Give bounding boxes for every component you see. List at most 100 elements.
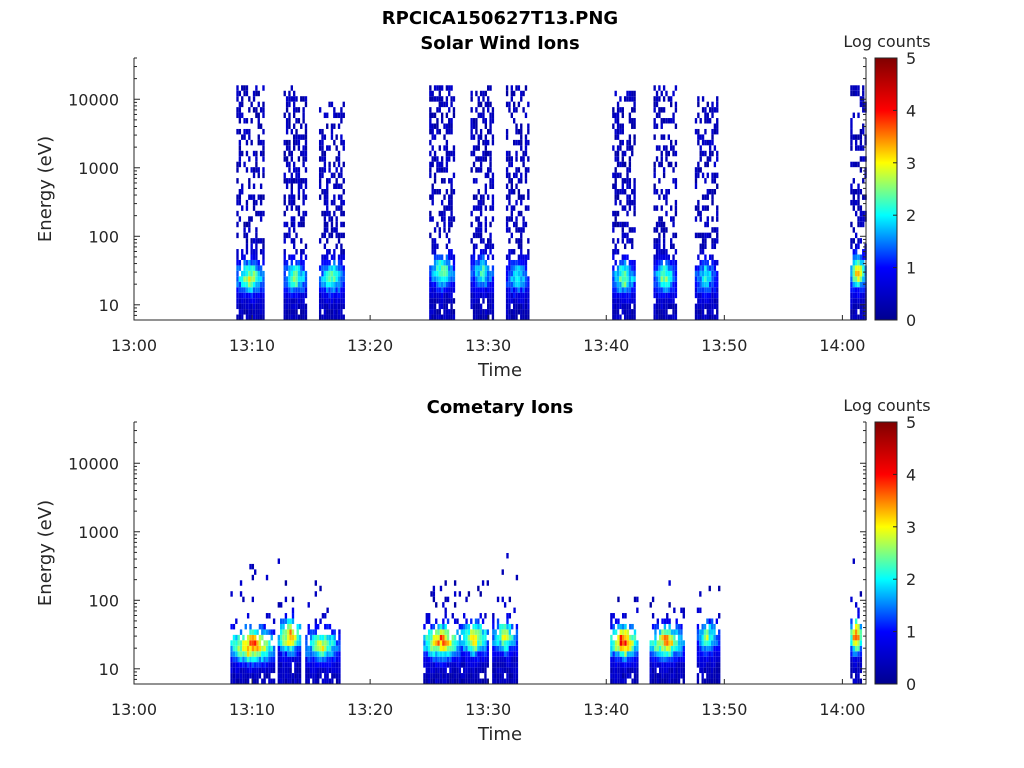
heatmap-cell xyxy=(318,265,322,271)
heatmap-cell xyxy=(431,265,434,271)
heatmap-cell xyxy=(857,607,860,614)
heatmap-cell xyxy=(280,656,283,663)
heatmap-cell xyxy=(667,189,671,195)
heatmap-cell xyxy=(626,139,629,146)
heatmap-cell xyxy=(665,189,668,195)
heatmap-cell xyxy=(710,678,714,684)
heatmap-cell xyxy=(443,292,446,299)
heatmap-cell xyxy=(259,292,263,299)
heatmap-cell xyxy=(487,194,490,200)
heatmap-cell xyxy=(708,651,711,657)
heatmap-cell xyxy=(296,656,299,663)
heatmap-cell xyxy=(250,276,253,282)
heatmap-cell xyxy=(517,101,521,108)
heatmap-cell xyxy=(435,645,438,652)
heatmap-cell xyxy=(436,161,439,168)
heatmap-cell xyxy=(662,194,666,200)
heatmap-cell xyxy=(619,667,622,674)
heatmap-cell xyxy=(284,678,288,684)
heatmap-cell xyxy=(340,265,343,271)
heatmap-cell xyxy=(433,172,437,179)
heatmap-cell xyxy=(259,238,263,244)
heatmap-cell xyxy=(451,662,454,668)
heatmap-cell xyxy=(489,221,492,228)
heatmap-cell xyxy=(626,662,630,668)
heatmap-cell xyxy=(450,183,453,189)
heatmap-cell xyxy=(331,662,334,668)
heatmap-cell xyxy=(297,221,301,228)
heatmap-cell xyxy=(612,623,615,630)
heatmap-cell xyxy=(515,167,518,173)
heatmap-cell xyxy=(699,634,702,641)
heatmap-cell xyxy=(245,205,249,211)
heatmap-cell xyxy=(479,134,483,140)
heatmap-cell xyxy=(470,238,473,244)
heatmap-cell xyxy=(621,309,624,315)
heatmap-cell xyxy=(342,249,345,255)
heatmap-cell xyxy=(262,292,265,299)
heatmap-cell xyxy=(333,254,336,260)
heatmap-cell xyxy=(425,667,428,674)
heatmap-cell xyxy=(467,678,471,684)
heatmap-cell xyxy=(852,309,855,315)
heatmap-cell xyxy=(484,189,488,195)
heatmap-cell xyxy=(431,287,434,293)
heatmap-cell xyxy=(431,309,434,315)
heatmap-cell xyxy=(626,629,630,635)
heatmap-cell xyxy=(510,216,513,222)
heatmap-cell xyxy=(333,303,336,310)
heatmap-cell xyxy=(472,287,476,293)
heatmap-cell xyxy=(489,303,492,310)
heatmap-cell xyxy=(290,199,293,206)
heatmap-cell xyxy=(711,259,714,266)
heatmap-cell xyxy=(444,645,447,652)
heatmap-cell xyxy=(505,172,509,179)
heatmap-cell xyxy=(429,281,432,288)
heatmap-cell xyxy=(862,210,865,217)
heatmap-cell xyxy=(436,128,439,135)
heatmap-cell xyxy=(236,221,239,228)
heatmap-cell xyxy=(708,292,712,299)
heatmap-cell xyxy=(614,221,617,228)
heatmap-cell xyxy=(614,276,617,282)
heatmap-cell xyxy=(472,634,475,641)
heatmap-cell xyxy=(333,662,336,668)
heatmap-cell xyxy=(323,189,327,195)
colorbar-tick-label: 5 xyxy=(906,413,916,432)
heatmap-cell xyxy=(665,249,668,255)
heatmap-cell xyxy=(854,189,858,195)
heatmap-cell xyxy=(713,107,717,113)
heatmap-cell xyxy=(515,85,518,91)
heatmap-cell xyxy=(257,292,260,299)
heatmap-cell xyxy=(284,662,288,668)
heatmap-cell xyxy=(330,221,334,228)
heatmap-cell xyxy=(272,656,276,663)
heatmap-cell xyxy=(444,678,447,684)
heatmap-cell xyxy=(651,667,655,674)
heatmap-cell xyxy=(283,276,286,282)
heatmap-cell xyxy=(670,243,673,250)
heatmap-cell xyxy=(470,281,473,288)
heatmap-cell xyxy=(470,673,473,679)
heatmap-cell xyxy=(515,678,519,684)
heatmap-cell xyxy=(438,314,441,320)
heatmap-cell xyxy=(701,270,705,277)
heatmap-cell xyxy=(489,167,492,173)
heatmap-cell xyxy=(617,667,620,674)
heatmap-cell xyxy=(319,634,322,641)
heatmap-cell xyxy=(626,651,630,657)
heatmap-cell xyxy=(470,167,473,173)
heatmap-cell xyxy=(446,596,450,603)
heatmap-cell xyxy=(667,118,671,124)
heatmap-cell xyxy=(711,172,714,179)
heatmap-cell xyxy=(672,314,675,320)
heatmap-cell xyxy=(670,667,674,674)
heatmap-cell xyxy=(450,216,453,222)
heatmap-cell xyxy=(654,678,657,684)
heatmap-cell xyxy=(854,314,858,320)
heatmap-cell xyxy=(323,259,327,266)
heatmap-cell xyxy=(524,139,528,146)
heatmap-cell xyxy=(704,303,707,310)
